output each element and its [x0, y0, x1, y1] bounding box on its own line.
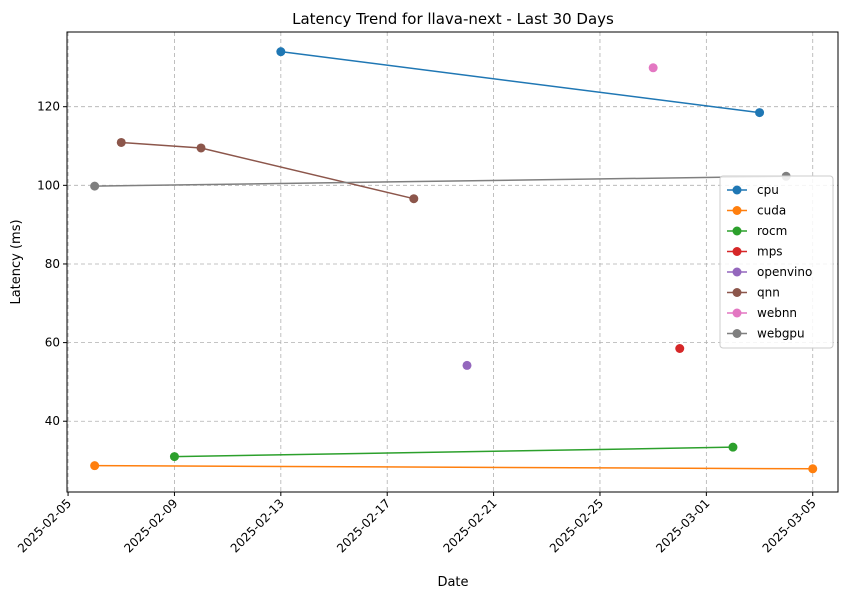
x-tick-label: 2025-02-05 — [15, 496, 74, 555]
legend-item-openvino: openvino — [727, 265, 812, 279]
series-line-qnn — [121, 141, 414, 200]
data-point-webgpu — [90, 181, 100, 191]
legend-marker — [732, 247, 742, 256]
legend-item-cuda: cuda — [727, 204, 786, 218]
series-line-cuda — [94, 464, 813, 470]
y-axis: 40 60 80 100 120 — [37, 100, 67, 428]
data-point-rocm — [169, 452, 179, 462]
x-tick-label: 2025-02-21 — [440, 496, 499, 555]
series-line-rocm — [174, 446, 733, 458]
x-tick-label: 2025-02-13 — [228, 496, 287, 555]
data-point-qnn — [409, 194, 419, 204]
data-point-cuda — [808, 464, 818, 474]
series-openvino — [462, 360, 472, 370]
data-point-qnn — [116, 137, 126, 147]
legend-item-webnn: webnn — [727, 306, 797, 320]
data-point-webnn — [648, 63, 658, 73]
series-layer — [90, 47, 818, 474]
series-qnn — [116, 137, 419, 204]
data-point-qnn — [196, 143, 206, 153]
series-webnn — [648, 63, 658, 73]
series-cuda — [90, 461, 818, 474]
legend-item-webgpu: webgpu — [727, 327, 805, 341]
legend-label: qnn — [757, 286, 780, 300]
legend-box — [719, 175, 834, 349]
legend-item-rocm: rocm — [727, 224, 787, 238]
y-tick-label: 60 — [45, 336, 60, 350]
legend-marker — [732, 329, 742, 338]
legend-label: openvino — [757, 265, 812, 279]
y-tick-label: 120 — [37, 100, 60, 114]
series-rocm — [169, 442, 738, 462]
legend-marker — [732, 226, 742, 236]
legend-label: cuda — [757, 204, 786, 218]
legend-marker — [732, 185, 742, 195]
legend-item-qnn: qnn — [727, 286, 780, 300]
legend-label: mps — [757, 245, 783, 259]
x-tick-label: 2025-03-01 — [653, 496, 712, 555]
x-axis: 2025-02-05 2025-02-09 2025-02-13 2025-02-17… — [15, 492, 819, 555]
plot-frame — [66, 31, 839, 493]
y-tick-label: 40 — [45, 414, 60, 428]
series-line-webgpu — [94, 175, 787, 187]
legend-item-cpu: cpu — [727, 183, 779, 197]
legend-marker — [732, 288, 742, 297]
data-point-rocm — [728, 442, 738, 452]
data-point-cpu — [755, 108, 765, 118]
series-cpu — [276, 47, 765, 118]
legend-marker — [732, 267, 742, 277]
legend-label: cpu — [757, 183, 779, 197]
legend-marker — [732, 206, 742, 215]
data-point-mps — [675, 343, 685, 353]
x-tick-label: 2025-03-05 — [760, 496, 819, 555]
y-axis-label: Latency (ms) — [9, 219, 24, 304]
legend-item-mps: mps — [727, 245, 783, 259]
legend: cpu cuda rocm mps openvino qnn webnn webgpu — [719, 175, 834, 349]
series-webgpu — [90, 171, 791, 191]
data-point-cpu — [276, 47, 286, 57]
data-point-cuda — [90, 461, 100, 471]
legend-label: rocm — [757, 224, 787, 238]
x-tick-label: 2025-02-09 — [121, 496, 180, 555]
legend-label: webgpu — [757, 327, 805, 341]
x-tick-label: 2025-02-25 — [547, 496, 606, 555]
series-mps — [675, 343, 685, 353]
series-line-cpu — [280, 50, 760, 114]
x-axis-label: Date — [437, 575, 468, 590]
chart-title: Latency Trend for llava-next - Last 30 D… — [292, 10, 614, 28]
y-tick-label: 100 — [37, 178, 60, 192]
y-tick-label: 80 — [45, 257, 60, 271]
legend-marker — [732, 308, 742, 318]
data-point-openvino — [462, 360, 472, 370]
x-tick-label: 2025-02-17 — [334, 496, 393, 555]
legend-label: webnn — [757, 306, 797, 320]
